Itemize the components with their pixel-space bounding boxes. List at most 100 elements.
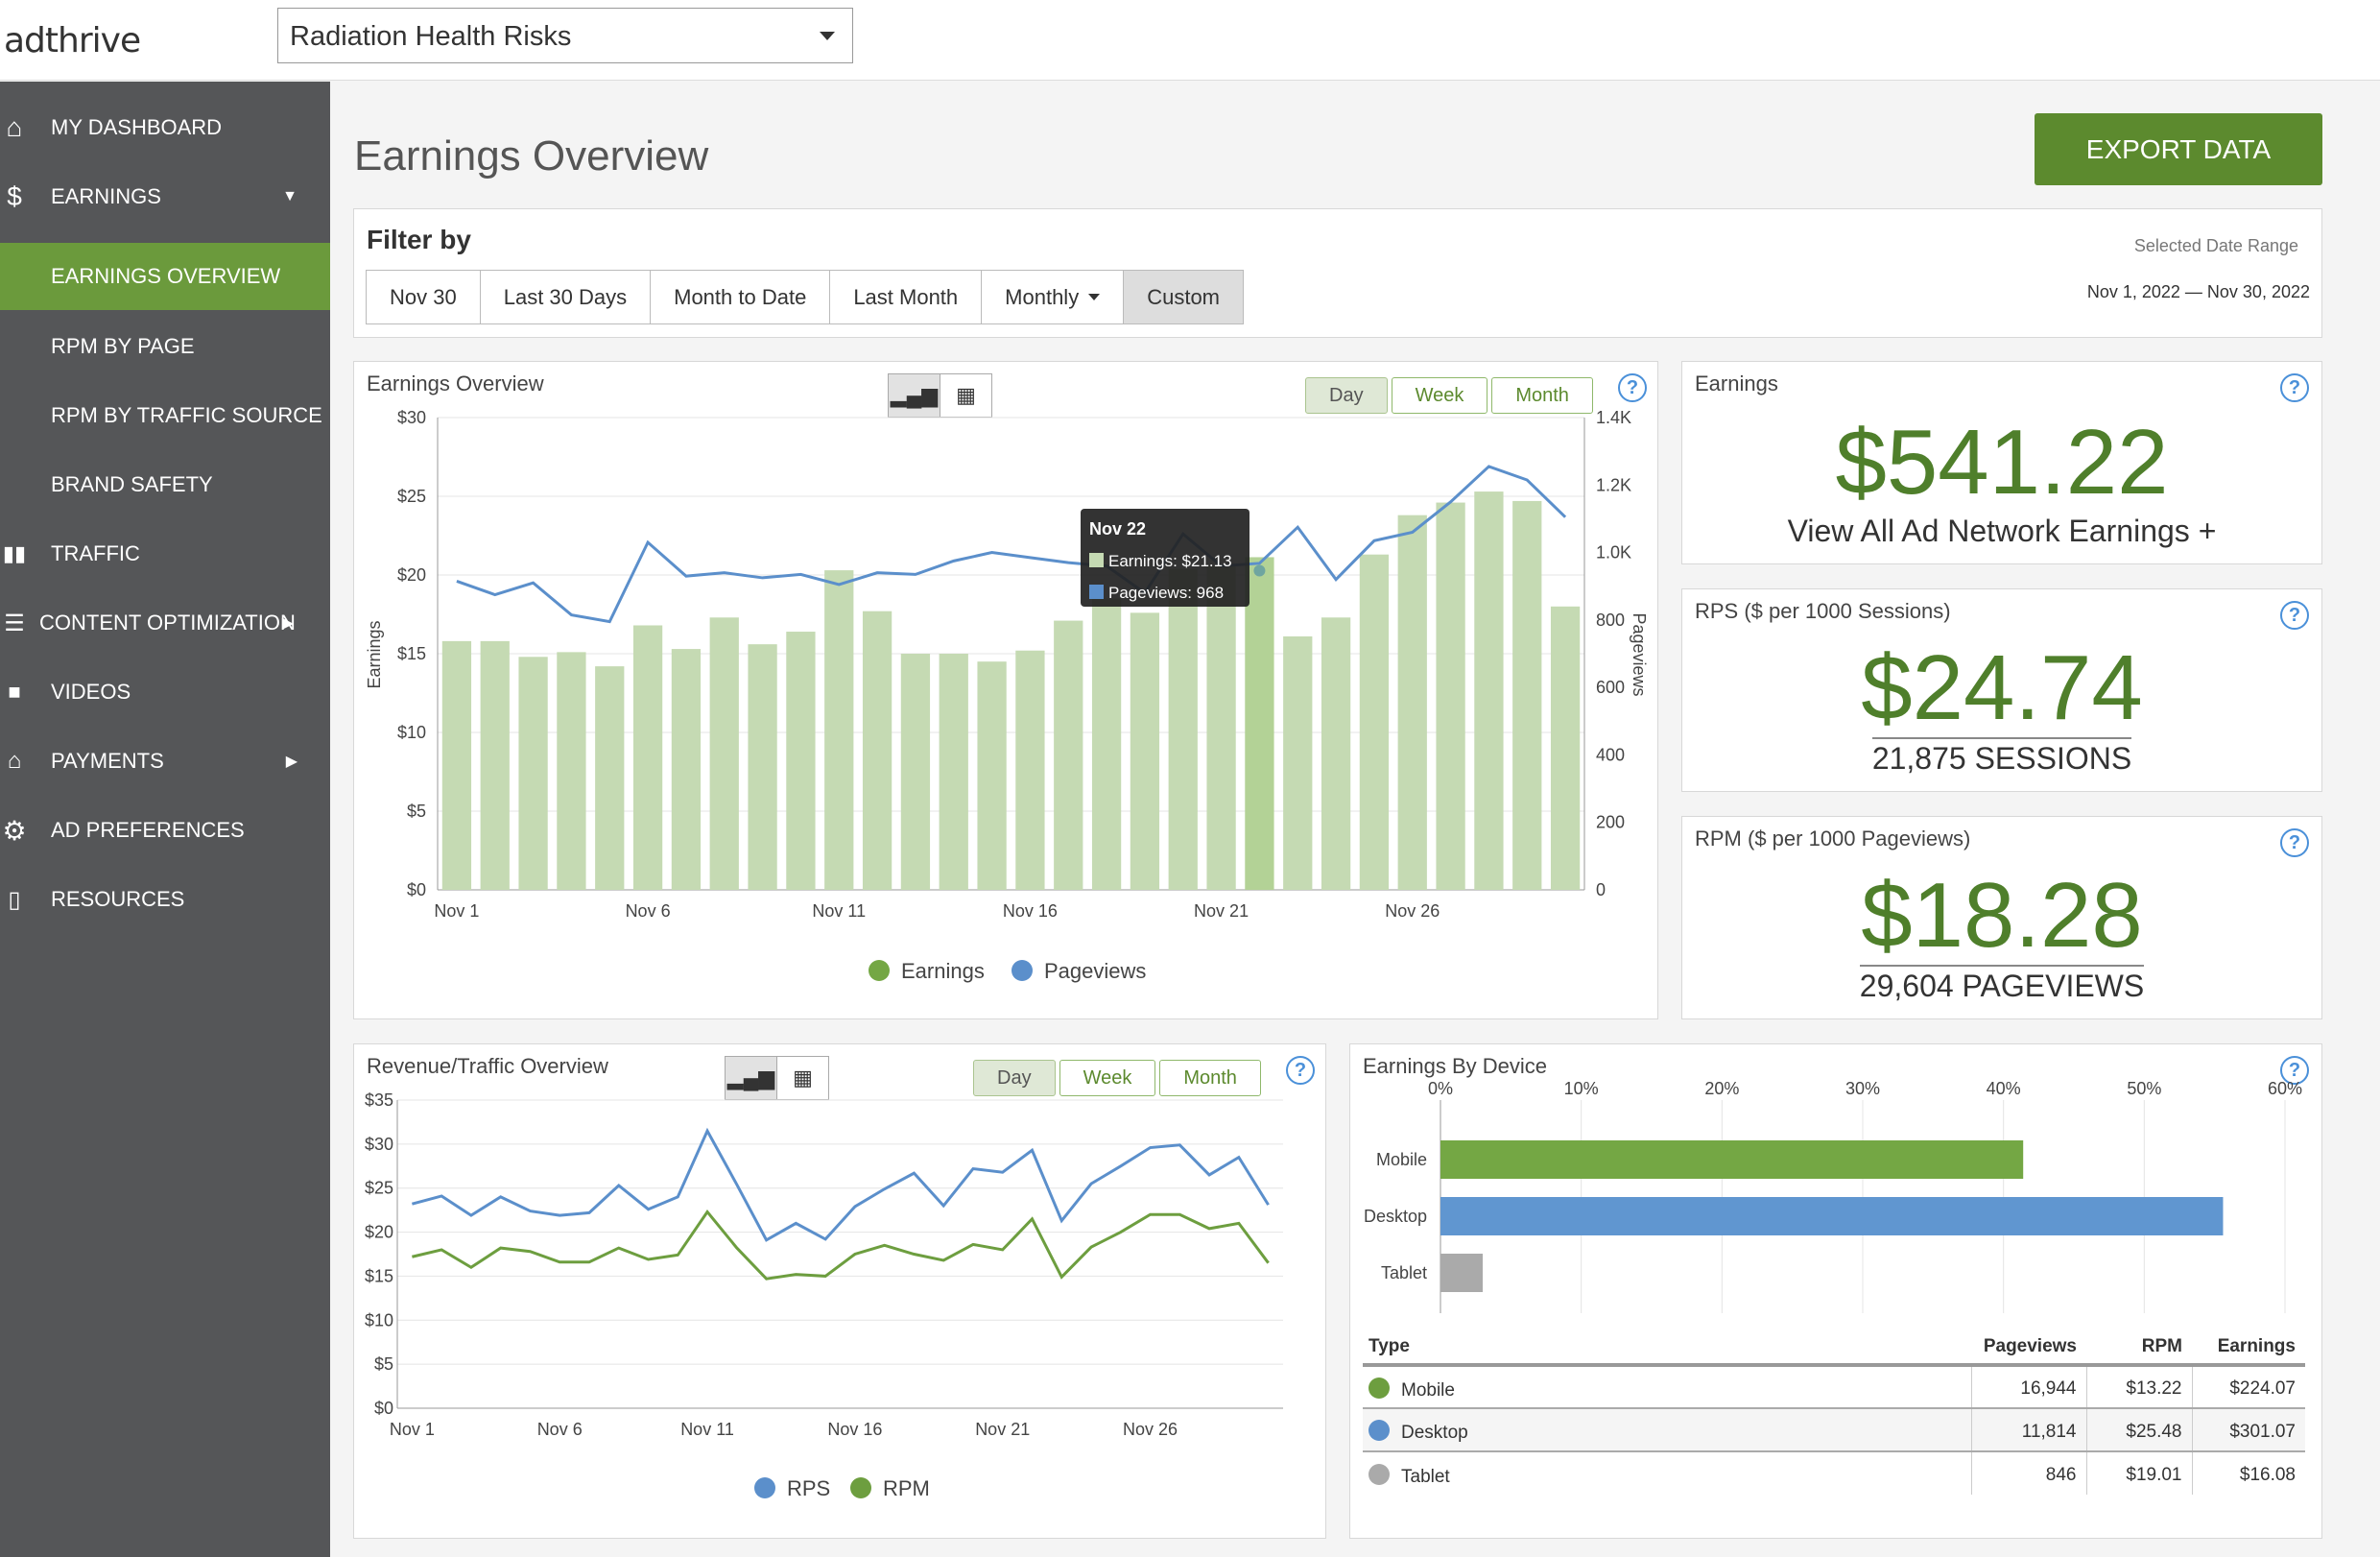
y-tick-label: $25 [365, 1179, 393, 1198]
column-header-earnings[interactable]: Earnings [2192, 1330, 2305, 1367]
sidebar-item-traffic[interactable]: ▮▮ TRAFFIC [0, 520, 330, 587]
filter-monthly-dropdown[interactable]: Monthly [981, 270, 1125, 324]
x-tick-label: Nov 16 [1003, 901, 1058, 921]
legend-earnings-dot [869, 960, 890, 981]
device-type-cell: Mobile [1363, 1365, 1972, 1409]
filter-last-month-button[interactable]: Last Month [829, 270, 983, 324]
column-header-type[interactable]: Type [1363, 1330, 1971, 1367]
earnings-bar [1168, 568, 1198, 890]
help-icon[interactable]: ? [2280, 828, 2309, 857]
sidebar-item-my-dashboard[interactable]: ⌂ MY DASHBOARD [0, 94, 330, 161]
sidebar-item-brand-safety[interactable]: BRAND SAFETY [0, 451, 330, 518]
x-tick-label: 60% [2268, 1079, 2302, 1098]
x-tick-label: Nov 26 [1123, 1420, 1178, 1439]
period-toggle: Day Week Month [1305, 377, 1593, 414]
sidebar-item-label: EARNINGS [51, 184, 161, 208]
bar-chart-view-button[interactable]: ▂▄▆ [888, 373, 940, 418]
y2-tick-label: 1.2K [1596, 475, 1631, 494]
x-tick-label: Nov 26 [1385, 901, 1440, 921]
rpm-stat-panel: RPM ($ per 1000 Pageviews) ? $18.28 29,6… [1681, 816, 2322, 1019]
sidebar-item-videos[interactable]: ■ VIDEOS [0, 659, 330, 726]
help-icon[interactable]: ? [2280, 601, 2309, 630]
sidebar-item-label: TRAFFIC [51, 541, 140, 565]
filter-custom-button[interactable]: Custom [1123, 270, 1244, 324]
y2-tick-label: 1.4K [1596, 408, 1631, 427]
sidebar-item-label: RPM BY TRAFFIC SOURCE [51, 403, 322, 427]
filter-month-to-date-button[interactable]: Month to Date [650, 270, 831, 324]
y-tick-label: $35 [365, 1090, 393, 1110]
sidebar-item-rpm-by-page[interactable]: RPM BY PAGE [0, 313, 330, 380]
sidebar-item-rpm-by-traffic-source[interactable]: RPM BY TRAFFIC SOURCE [0, 382, 330, 449]
sidebar-item-payments[interactable]: ⌂ PAYMENTS ▶ [0, 728, 330, 795]
rps-stat-title: RPS ($ per 1000 Sessions) [1695, 599, 1951, 623]
earnings-bar [1015, 650, 1045, 890]
export-data-button[interactable]: EXPORT DATA [2035, 113, 2322, 185]
earnings-stat-value: $541.22 [1835, 411, 2169, 514]
bar-chart-view-button[interactable]: ▂▄▆ [725, 1056, 777, 1100]
sidebar-item-resources[interactable]: ▯ RESOURCES [0, 866, 330, 933]
x-tick-label: 30% [1845, 1079, 1880, 1098]
desktop-bar [1440, 1197, 2224, 1235]
earnings-bar [709, 617, 739, 890]
earnings-bar [1397, 515, 1427, 890]
pageviews-line [456, 465, 1567, 624]
page-title: Earnings Overview [354, 132, 709, 180]
column-header-rpm[interactable]: RPM [2086, 1330, 2192, 1367]
site-select[interactable]: Radiation Health Risks [277, 8, 853, 63]
x-tick-label: Nov 6 [626, 901, 671, 921]
legend-earnings-label: Earnings [901, 959, 985, 983]
sidebar-item-content-optimization[interactable]: ☰ CONTENT OPTIMIZATION ▶ [0, 589, 330, 657]
help-icon[interactable]: ? [2280, 373, 2309, 402]
sidebar-item-label: RPM BY PAGE [51, 334, 195, 358]
column-header-pageviews[interactable]: Pageviews [1971, 1330, 2086, 1367]
period-day-button[interactable]: Day [973, 1060, 1056, 1096]
hover-point [1253, 564, 1266, 577]
tablet-dot-icon [1368, 1463, 1390, 1485]
earnings-bar [1436, 502, 1465, 890]
period-week-button[interactable]: Week [1059, 1060, 1156, 1096]
tooltip-earnings-swatch [1089, 553, 1104, 567]
device-table: Type Pageviews RPM Earnings Mobile 16,94… [1363, 1330, 2305, 1495]
revenue-traffic-panel: Revenue/Traffic Overview ▂▄▆ ▦ Day Week … [353, 1043, 1326, 1539]
y-tick-label: $20 [397, 565, 426, 585]
rpm-cell: $13.22 [2086, 1365, 2193, 1409]
sessions-count-text: 21,875 SESSIONS [1871, 737, 2132, 776]
help-icon[interactable]: ? [2280, 1056, 2309, 1085]
earnings-chart-title: Earnings Overview [367, 371, 544, 395]
sidebar-item-earnings-overview[interactable]: EARNINGS OVERVIEW [0, 243, 330, 310]
bar-chart-icon: ▮▮ [2, 541, 27, 565]
y2-tick-label: 600 [1596, 678, 1625, 697]
period-week-button[interactable]: Week [1391, 377, 1488, 414]
earnings-bar [1091, 598, 1122, 890]
period-month-button[interactable]: Month [1159, 1060, 1261, 1096]
help-icon[interactable]: ? [1618, 373, 1647, 402]
period-toggle: Day Week Month [973, 1060, 1261, 1096]
legend-rpm-label: RPM [883, 1476, 930, 1500]
period-day-button[interactable]: Day [1305, 377, 1388, 414]
y-tick-label: $0 [374, 1399, 393, 1418]
x-tick-label: Nov 1 [434, 901, 479, 921]
period-month-button[interactable]: Month [1491, 377, 1593, 414]
earnings-bar [1245, 557, 1274, 890]
sidebar-item-ad-preferences[interactable]: ⚙ AD PREFERENCES [0, 797, 330, 864]
table-view-button[interactable]: ▦ [940, 373, 992, 418]
help-icon[interactable]: ? [1286, 1056, 1315, 1085]
x-tick-label: 50% [2127, 1079, 2161, 1098]
view-all-ad-network-earnings-link[interactable]: View All Ad Network Earnings + [1787, 514, 2217, 548]
sidebar-item-label: AD PREFERENCES [51, 818, 245, 842]
legend-pageviews-dot [1012, 960, 1033, 981]
earnings-bar [1512, 500, 1542, 890]
filter-nov-30-button[interactable]: Nov 30 [366, 270, 481, 324]
book-icon: ▯ [8, 886, 21, 913]
earnings-stat-panel: Earnings ? $541.22 View All Ad Network E… [1681, 361, 2322, 564]
filter-last-30-days-button[interactable]: Last 30 Days [479, 270, 652, 324]
sidebar-item-earnings[interactable]: $ EARNINGS ▼ [0, 163, 330, 230]
device-chart-title: Earnings By Device [1363, 1054, 1547, 1078]
category-label: Tablet [1381, 1263, 1427, 1282]
earnings-bar [1283, 635, 1313, 890]
tooltip-earnings: Earnings: $21.13 [1108, 552, 1232, 570]
y-tick-label: $30 [365, 1135, 393, 1154]
earnings-bar [1206, 565, 1236, 890]
adthrive-logo[interactable]: adthrive [4, 21, 141, 60]
date-range-label: Selected Date Range [2133, 236, 2298, 255]
